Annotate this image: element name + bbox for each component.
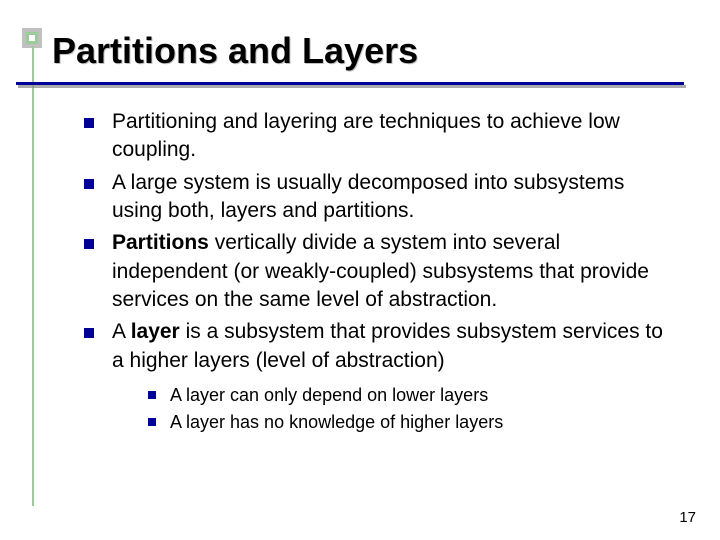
- sub-bullet-item: A layer has no knowledge of higher layer…: [148, 410, 670, 434]
- slide-title: Partitions and Layers: [52, 30, 672, 71]
- bullet-item: Partitioning and layering are techniques…: [84, 108, 670, 165]
- bullet-text: A large system is usually decomposed int…: [112, 171, 624, 222]
- bullet-item: A layer is a subsystem that provides sub…: [84, 318, 670, 434]
- bullet-text-post: is a subsystem that provides subsystem s…: [112, 320, 663, 371]
- slide: Partitions and Layers Partitioning and l…: [0, 0, 720, 540]
- title-area: Partitions and Layers: [52, 30, 672, 71]
- title-underline-bar: [16, 82, 684, 85]
- decorative-vertical-line: [32, 46, 34, 506]
- bullet-item: A large system is usually decomposed int…: [84, 169, 670, 226]
- bullet-text-bold: layer: [131, 320, 180, 343]
- bullet-text-bold: Partitions: [112, 231, 209, 254]
- title-underline: [16, 82, 684, 88]
- bullet-text-pre: A: [112, 320, 131, 343]
- decorative-square-inner: [26, 32, 38, 44]
- sub-bullet-item: A layer can only depend on lower layers: [148, 383, 670, 407]
- bullet-text: Partitioning and layering are techniques…: [112, 110, 620, 161]
- content-area: Partitioning and layering are techniques…: [84, 108, 670, 439]
- bullet-item: Partitions vertically divide a system in…: [84, 229, 670, 314]
- title-underline-shadow: [18, 85, 686, 88]
- bullet-list: Partitioning and layering are techniques…: [84, 108, 670, 435]
- sub-bullet-text: A layer has no knowledge of higher layer…: [170, 412, 503, 432]
- sub-bullet-list: A layer can only depend on lower layers …: [112, 383, 670, 435]
- page-number: 17: [679, 509, 696, 526]
- sub-bullet-text: A layer can only depend on lower layers: [170, 385, 488, 405]
